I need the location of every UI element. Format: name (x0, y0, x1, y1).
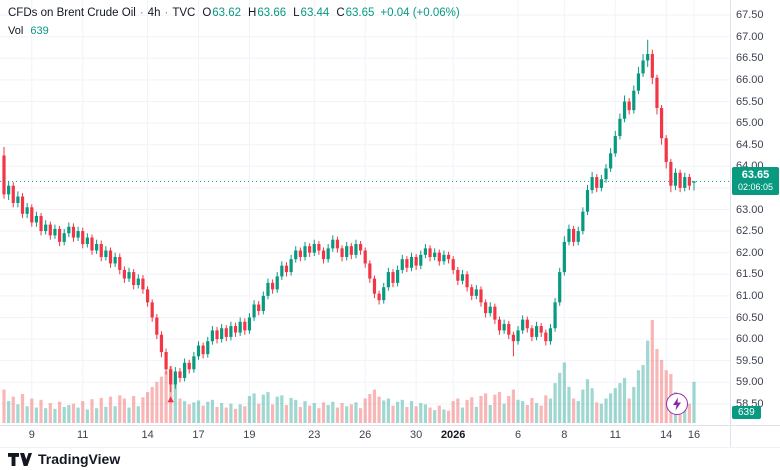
time-axis-label: 11 (609, 429, 621, 441)
volume-value: 639 (30, 25, 49, 37)
price-axis-label: 60.50 (736, 311, 764, 324)
tradingview-logo[interactable]: TradingView (8, 451, 120, 467)
chart-legend: CFDs on Brent Crude Oil · 4h · TVC O63.62 H63.… (8, 6, 460, 39)
price-axis-label: 62.00 (736, 246, 764, 259)
open-label: O (202, 7, 212, 19)
price-axis-label: 59.00 (736, 376, 764, 389)
candlestick-chart[interactable] (0, 0, 730, 425)
time-axis-label: 19 (243, 429, 256, 441)
close-value: 63.65 (345, 7, 375, 19)
price-scale[interactable]: 63.65 02:06:05 639 67.50 67.00 66.50 66.00 6… (731, 0, 780, 425)
time-scale-divider (0, 425, 780, 426)
symbol-title[interactable]: CFDs on Brent Crude Oil (8, 7, 136, 19)
time-axis-label: 30 (409, 429, 423, 441)
price-axis-label: 60.00 (736, 333, 764, 345)
price-axis-label: 62.50 (736, 225, 764, 238)
price-axis-label: 65.50 (736, 95, 764, 108)
price-scale-divider (730, 0, 731, 447)
time-axis-label: 14 (660, 429, 673, 441)
bar-countdown: 02:06:05 (737, 182, 774, 192)
price-axis-label: 67.50 (736, 9, 764, 22)
volume-axis-badge: 639 (732, 406, 761, 419)
footer-divider (0, 447, 780, 448)
volume-label: Vol (8, 25, 24, 37)
separator: · (139, 7, 144, 19)
price-axis-label: 61.00 (736, 289, 764, 302)
tradingview-logo-text: TradingView (38, 451, 121, 467)
price-axis-label: 64.50 (736, 138, 764, 151)
time-axis-label: 8 (561, 429, 568, 441)
high-label: H (248, 7, 257, 19)
price-axis-label: 63.00 (736, 203, 764, 216)
interval-label[interactable]: 4h (147, 7, 161, 19)
price-axis-label: 66.50 (736, 52, 764, 65)
time-axis-label: 23 (308, 429, 321, 441)
time-axis-label: 2026 (440, 429, 466, 441)
last-price-badge: 63.65 02:06:05 (732, 167, 779, 195)
price-axis-label: 59.50 (736, 354, 764, 367)
tradingview-logo-mark (8, 452, 32, 466)
last-price-value: 63.65 (741, 169, 770, 181)
price-axis-label: 65.00 (736, 117, 764, 130)
time-axis-label: 11 (76, 429, 89, 441)
change-value: +0.04 (+0.06%) (380, 7, 460, 19)
time-axis-label: 6 (514, 429, 522, 441)
lightning-bolt-icon (673, 397, 681, 411)
time-axis-label: 9 (28, 429, 35, 441)
time-axis-label: 17 (192, 429, 205, 441)
low-label: L (293, 7, 300, 19)
volume-row: Vol 639 (8, 24, 460, 39)
high-value: 63.66 (257, 7, 287, 19)
open-value: 63.62 (212, 7, 242, 19)
time-scale[interactable]: 9 11 14 17 19 23 26 30 2026 6 8 11 14 16 (0, 427, 730, 447)
close-label: C (336, 7, 345, 19)
price-axis-label: 61.50 (736, 268, 764, 281)
time-axis-label: 16 (687, 429, 701, 441)
low-value: 63.44 (300, 7, 330, 19)
price-axis-label: 66.00 (736, 73, 764, 86)
time-axis-label: 26 (359, 429, 372, 441)
footer: TradingView (0, 448, 780, 470)
symbol-row: CFDs on Brent Crude Oil · 4h · TVC O63.62 H63.… (8, 6, 460, 21)
flash-boost-button[interactable] (666, 393, 688, 415)
chart-pane[interactable]: CFDs on Brent Crude Oil · 4h · TVC O63.62 H63.… (0, 0, 730, 425)
time-axis-label: 14 (141, 429, 154, 441)
exchange-label: TVC (172, 7, 196, 19)
price-axis-label: 67.00 (736, 30, 764, 43)
separator: · (164, 7, 169, 19)
